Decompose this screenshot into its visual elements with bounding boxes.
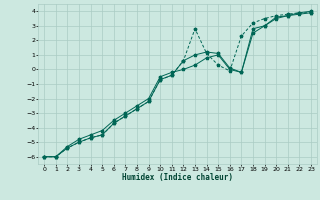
X-axis label: Humidex (Indice chaleur): Humidex (Indice chaleur): [122, 173, 233, 182]
